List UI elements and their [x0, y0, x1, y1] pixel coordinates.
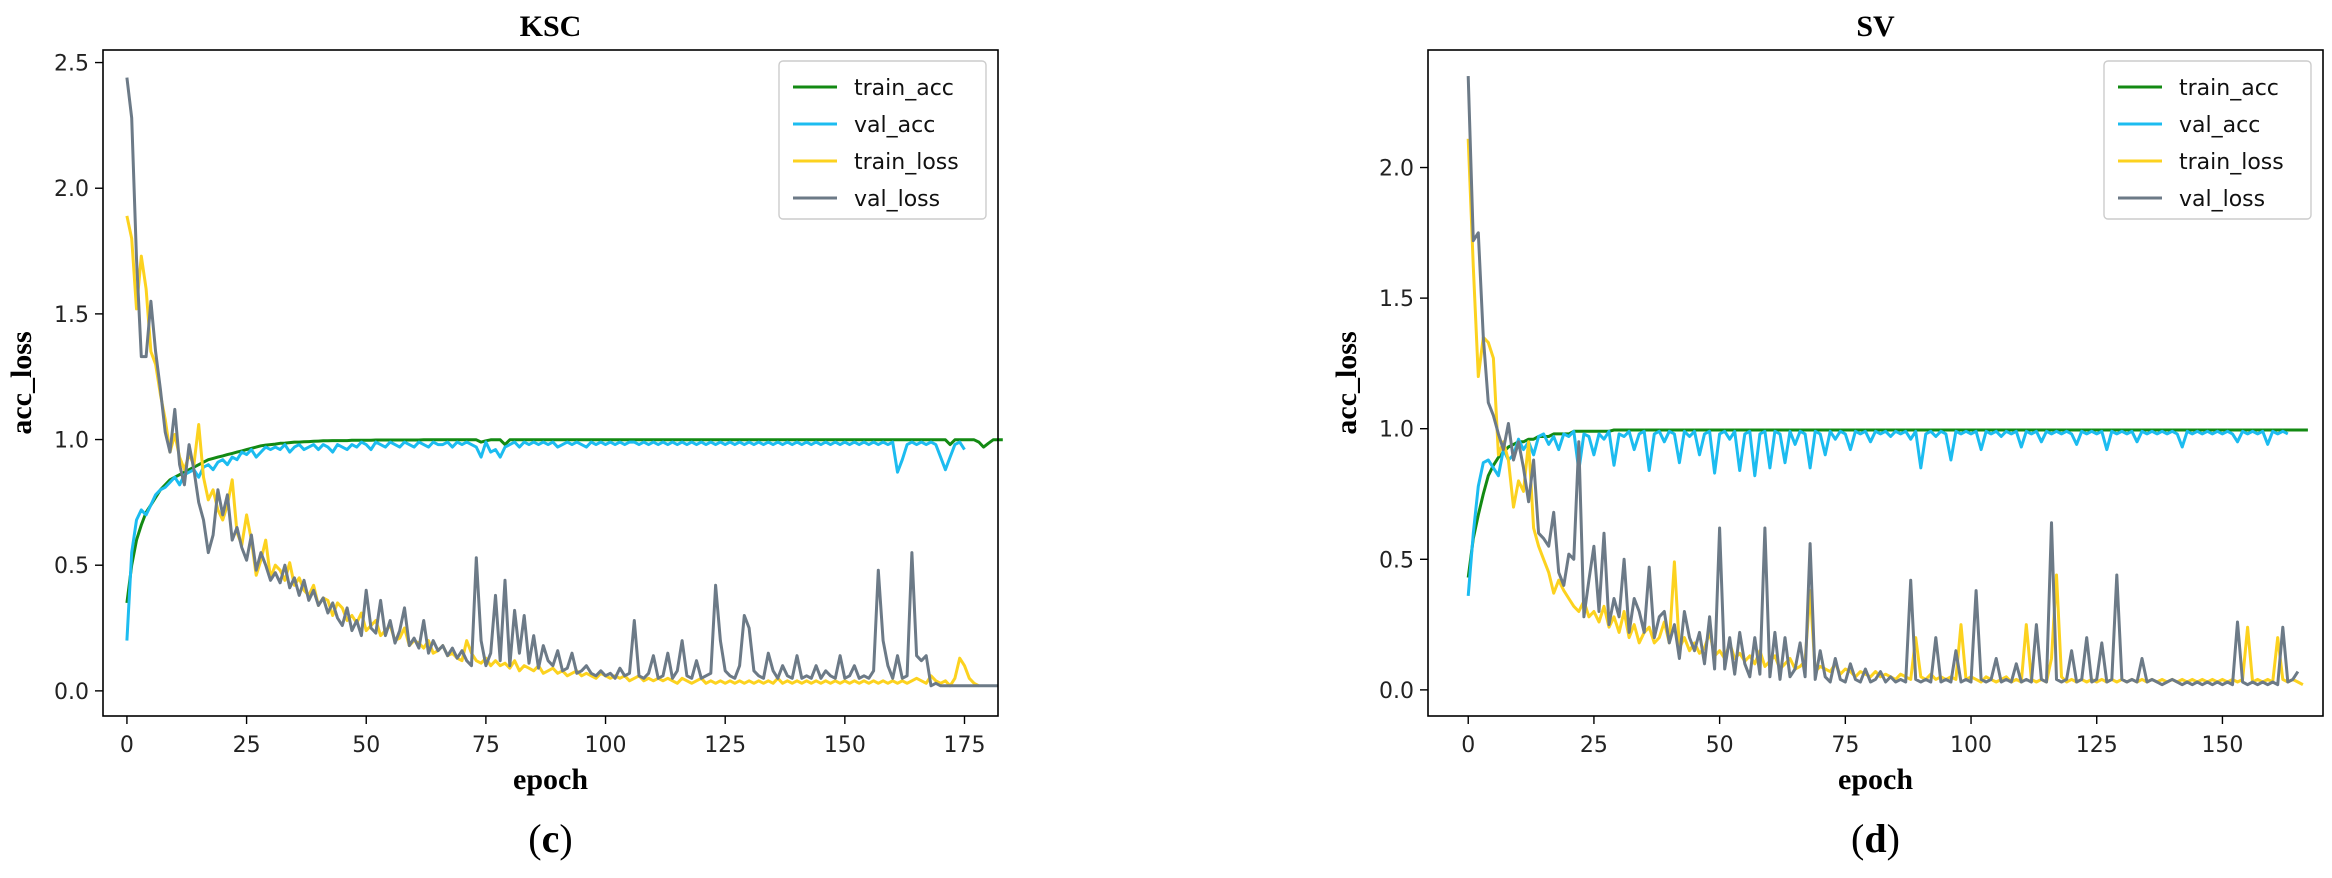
x-tick-label: 125 — [704, 733, 746, 758]
series-line-val_loss — [125, 77, 998, 688]
x-tick-label: 75 — [472, 733, 500, 758]
x-axis-label: epoch — [1838, 763, 1913, 796]
x-tick-label: 75 — [1831, 733, 1859, 758]
x-tick-label: 0 — [120, 733, 134, 758]
plot-frame — [1427, 49, 2324, 717]
chart-panel-ksc: KSC 0 25 50 75 100 125 150 175 0.0 0.5 1.0 1.5 2.0 2.5… — [5, 10, 1003, 861]
series-line-train_loss — [1466, 138, 2304, 687]
legend-label-train_acc: train_acc — [2179, 76, 2279, 101]
legend: train_acc val_acc train_loss val_loss — [778, 60, 987, 220]
legend-box — [2103, 60, 2312, 220]
y-tick-label: 0.5 — [54, 554, 89, 579]
x-tick-label: 100 — [1950, 733, 1992, 758]
x-tick-label: 25 — [1580, 733, 1608, 758]
y-tick-label: 1.0 — [1379, 418, 1414, 443]
chart-panel-sv: SV 0 25 50 75 100 125 150 0.0 0.5 1.0 1.5 2.0 epoch ac… — [1330, 10, 2324, 861]
legend-box — [778, 60, 987, 220]
y-axis-label: acc_loss — [1330, 331, 1363, 434]
legend-label-train_acc: train_acc — [854, 76, 954, 101]
x-tick-label: 150 — [2201, 733, 2243, 758]
x-tick-label: 50 — [1706, 733, 1734, 758]
y-tick-label: 2.0 — [1379, 157, 1414, 182]
plot-frame — [102, 49, 999, 717]
series-line-val_acc — [125, 440, 966, 641]
x-tick-label: 125 — [2076, 733, 2118, 758]
series-line-train_acc — [125, 438, 1003, 604]
legend-label-val_acc: val_acc — [854, 113, 935, 138]
legend-label-val_loss: val_loss — [854, 187, 940, 212]
chart-title: SV — [1856, 10, 1895, 43]
legend-label-val_acc: val_acc — [2179, 113, 2260, 138]
series-line-val_loss — [1466, 76, 2300, 687]
x-tick-label: 100 — [585, 733, 627, 758]
panel-caption: (d) — [1851, 816, 1900, 861]
panel-caption: (c) — [528, 816, 572, 861]
y-tick-label: 0.0 — [1379, 679, 1414, 704]
x-axis-label: epoch — [513, 763, 588, 796]
y-tick-label: 0.0 — [54, 680, 89, 705]
y-tick-label: 0.5 — [1379, 548, 1414, 573]
legend: train_acc val_acc train_loss val_loss — [2103, 60, 2312, 220]
series-line-train_loss — [125, 215, 980, 688]
y-tick-label: 1.0 — [54, 429, 89, 454]
x-tick-label: 175 — [943, 733, 985, 758]
x-tick-label: 0 — [1461, 733, 1475, 758]
x-tick-label: 150 — [824, 733, 866, 758]
y-tick-label: 1.5 — [54, 303, 89, 328]
legend-label-train_loss: train_loss — [854, 150, 959, 175]
chart-title: KSC — [520, 10, 582, 43]
y-tick-label: 2.5 — [54, 52, 89, 77]
series-line-val_acc — [1466, 429, 2289, 597]
y-tick-label: 1.5 — [1379, 287, 1414, 312]
y-axis-label: acc_loss — [5, 331, 38, 434]
legend-label-train_loss: train_loss — [2179, 150, 2284, 175]
legend-label-val_loss: val_loss — [2179, 187, 2265, 212]
y-tick-label: 2.0 — [54, 177, 89, 202]
x-tick-label: 50 — [352, 733, 380, 758]
x-tick-label: 25 — [233, 733, 261, 758]
